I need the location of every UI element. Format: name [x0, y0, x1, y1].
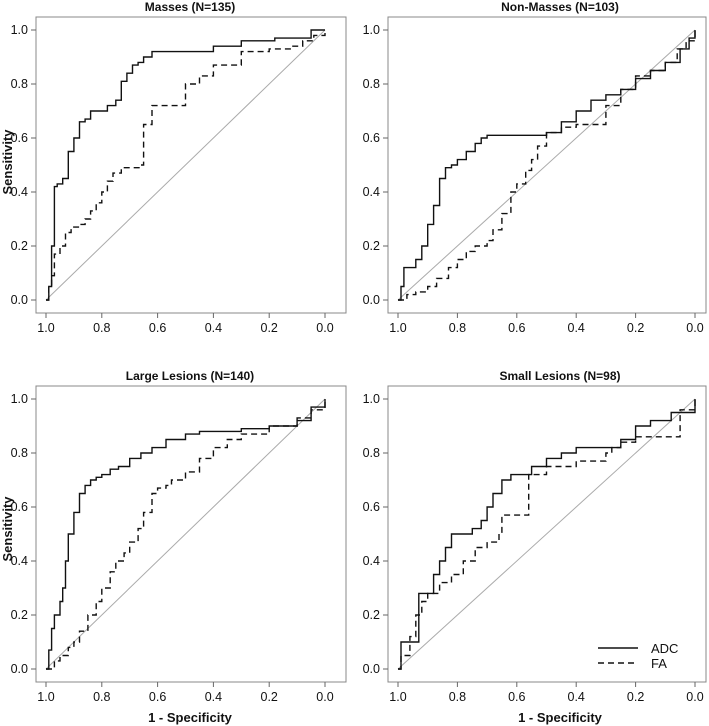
panel-small-lesions: Small Lesions (N=98) 1 - Specificity ADC…	[363, 369, 707, 725]
x-tick-label: 0.4	[568, 690, 585, 704]
y-tick-label: 0.6	[11, 131, 28, 145]
x-tick-label: 0.2	[627, 321, 644, 335]
y-tick-label: 0.0	[11, 662, 28, 676]
x-tick-label: 0.8	[449, 321, 466, 335]
legend: ADC FA	[598, 641, 678, 671]
y-tick-label: 0.8	[11, 446, 28, 460]
series-line-adc	[46, 29, 325, 301]
plot-frame	[387, 16, 707, 314]
series-line-adc	[398, 30, 696, 301]
y-axis-label: Sensitivity	[0, 496, 15, 562]
y-tick-label: 0.4	[363, 554, 380, 568]
y-tick-label: 0.6	[11, 500, 28, 514]
plot-frame	[35, 385, 347, 683]
y-tick-label: 1.0	[363, 23, 380, 37]
x-tick-label: 0.8	[449, 690, 466, 704]
y-tick-label: 0.0	[363, 662, 380, 676]
x-tick-label: 1.0	[389, 690, 406, 704]
plot-frame	[35, 16, 347, 314]
x-tick-label: 0.8	[93, 321, 110, 335]
x-tick-label: 0.2	[261, 690, 278, 704]
y-tick-label: 0.8	[11, 77, 28, 91]
x-tick-label: 0.6	[149, 690, 166, 704]
series-line-adc	[46, 399, 326, 670]
y-tick-label: 0.2	[363, 239, 380, 253]
x-tick-label: 1.0	[37, 321, 54, 335]
plot-frame	[387, 385, 707, 683]
y-tick-label: 0.0	[11, 293, 28, 307]
y-tick-label: 0.4	[11, 185, 28, 199]
reference-diagonal	[45, 29, 326, 301]
reference-diagonal	[397, 398, 696, 670]
x-tick-label: 0.0	[686, 690, 703, 704]
x-tick-label: 0.4	[568, 321, 585, 335]
legend-label-adc: ADC	[651, 641, 678, 656]
y-tick-label: 0.8	[363, 446, 380, 460]
x-tick-label: 0.8	[93, 690, 110, 704]
y-tick-label: 0.0	[363, 293, 380, 307]
series-line-fa	[398, 30, 696, 301]
y-axis-label: Sensitivity	[0, 129, 15, 195]
series-line-fa	[46, 30, 326, 301]
y-tick-label: 0.4	[363, 185, 380, 199]
series-line-fa	[46, 399, 326, 670]
y-tick-label: 1.0	[363, 392, 380, 406]
x-tick-label: 0.4	[205, 321, 222, 335]
series-line-fa	[398, 399, 696, 670]
panel-title: Small Lesions (N=98)	[499, 369, 620, 383]
x-tick-label: 0.6	[508, 321, 525, 335]
x-tick-label: 0.4	[205, 690, 222, 704]
x-tick-label: 1.0	[37, 690, 54, 704]
panel-title: Large Lesions (N=140)	[126, 369, 254, 383]
y-tick-label: 0.2	[363, 608, 380, 622]
x-tick-label: 0.6	[149, 321, 166, 335]
panel-large-lesions: Large Lesions (N=140) Sensitivity 1 - Sp…	[0, 369, 347, 725]
x-tick-label: 0.0	[686, 321, 703, 335]
reference-diagonal	[397, 29, 696, 301]
legend-label-fa: FA	[651, 656, 667, 671]
y-tick-label: 0.2	[11, 608, 28, 622]
y-tick-label: 0.6	[363, 131, 380, 145]
x-tick-label: 0.2	[627, 690, 644, 704]
y-tick-label: 0.2	[11, 239, 28, 253]
series-line-adc	[398, 399, 696, 670]
x-tick-label: 0.0	[316, 321, 333, 335]
y-tick-label: 1.0	[11, 392, 28, 406]
x-tick-label: 0.2	[261, 321, 278, 335]
x-tick-label: 0.0	[316, 690, 333, 704]
y-tick-label: 0.8	[363, 77, 380, 91]
panel-title: Masses (N=135)	[145, 0, 235, 14]
x-tick-label: 1.0	[389, 321, 406, 335]
panel-masses: Masses (N=135) Sensitivity 0.0 0.2 0.4 0.6 0…	[0, 0, 347, 335]
x-axis-label: 1 - Specificity	[148, 710, 233, 725]
y-tick-label: 0.6	[363, 500, 380, 514]
y-tick-label: 1.0	[11, 23, 28, 37]
panel-title: Non-Masses (N=103)	[501, 0, 619, 14]
panel-non-masses: Non-Masses (N=103) 0.0 0.2 0.4 0.6 0.8 1.0 1.0…	[363, 0, 707, 335]
y-tick-label: 0.4	[11, 554, 28, 568]
x-axis-label: 1 - Specificity	[518, 710, 603, 725]
reference-diagonal	[45, 398, 326, 670]
x-tick-label: 0.6	[508, 690, 525, 704]
